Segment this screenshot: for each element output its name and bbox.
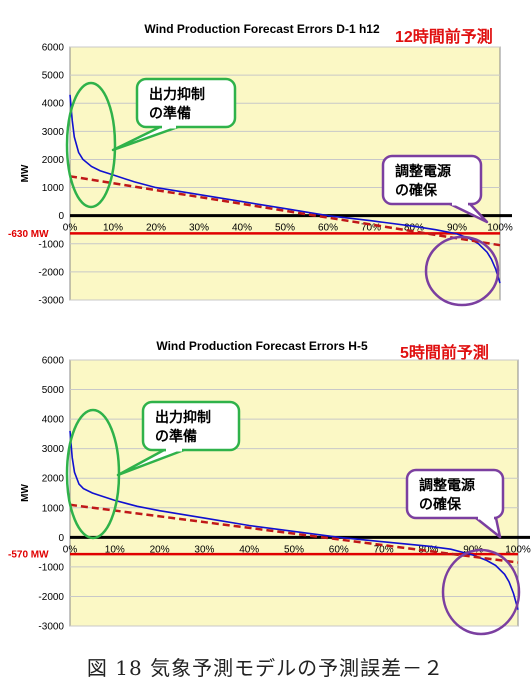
series-error-curve [69, 94, 501, 284]
x-tick-label: 10% [103, 223, 123, 234]
y-tick-label: 4000 [42, 99, 65, 110]
x-tick-label: 80% [404, 223, 424, 234]
callout-line-1: 出力抑制 [155, 409, 211, 425]
y-tick-label: -3000 [38, 622, 64, 633]
x-tick-label: 100% [505, 544, 531, 555]
reserve-highlight-ellipse [441, 548, 521, 636]
chart-subtitle: 12時間前予測 [395, 27, 493, 46]
x-tick-label: 20% [146, 223, 166, 234]
x-tick-label: 60% [329, 544, 349, 555]
reserve-highlight-ellipse [424, 235, 500, 307]
threshold-label: -630 MW [8, 229, 49, 240]
callout-line-2: の確保 [419, 496, 462, 512]
callout-box [405, 468, 505, 520]
x-tick-label: 100% [487, 223, 513, 234]
chart-d1-h12: Wind Production Forecast Errors D-1 h12 1… [8, 22, 513, 307]
x-tick-label: 10% [105, 544, 125, 555]
chart-h5: Wind Production Forecast Errors H-5 5時間前予… [8, 339, 531, 636]
x-tick-label: 0% [63, 223, 78, 234]
figure-caption: 図 18 気象予測モデルの予測誤差－２ [86, 656, 445, 680]
y-tick-label: 2000 [42, 474, 65, 485]
x-tick-label: 70% [374, 544, 394, 555]
callout-line-2: の確保 [395, 182, 438, 198]
y-tick-label: 3000 [42, 444, 65, 455]
x-tick-label: 60% [318, 223, 338, 234]
x-tick-label: 90% [447, 223, 467, 234]
y-tick-label: 1000 [42, 183, 65, 194]
series-error-curve [69, 430, 519, 610]
series-trend-line [69, 503, 519, 564]
x-tick-label: 30% [189, 223, 209, 234]
y-tick-label: -3000 [38, 296, 64, 307]
x-tick-label: 30% [194, 544, 214, 555]
y-tick-label: 0 [58, 533, 64, 544]
y-tick-label: 4000 [42, 415, 65, 426]
y-tick-label: 5000 [42, 385, 65, 396]
chart-subtitle: 5時間前予測 [400, 343, 489, 362]
threshold-label: -570 MW [8, 550, 49, 561]
callout-box [381, 154, 483, 206]
y-tick-label: 5000 [42, 71, 65, 82]
callout-line-2: の準備 [155, 428, 197, 444]
callout-line-2: の準備 [149, 105, 191, 121]
x-tick-label: 40% [232, 223, 252, 234]
y-tick-label: -2000 [38, 267, 64, 278]
chart-title: Wind Production Forecast Errors D-1 h12 [144, 22, 380, 36]
x-tick-label: 70% [361, 223, 381, 234]
y-tick-label: 6000 [42, 356, 65, 367]
y-tick-label: 3000 [42, 127, 65, 138]
callout-box [141, 400, 241, 452]
y-tick-label: 0 [58, 211, 64, 222]
callout-line-1: 出力抑制 [149, 86, 205, 102]
y-tick-label: 6000 [42, 43, 65, 54]
series-trend-line [69, 175, 501, 247]
y-axis-label: MW [20, 164, 31, 182]
y-tick-label: -1000 [38, 239, 64, 250]
x-tick-label: 0% [63, 544, 78, 555]
x-tick-label: 50% [275, 223, 295, 234]
callout-box [135, 77, 237, 129]
curtailment-highlight-ellipse [65, 81, 117, 209]
callout-line-1: 調整電源 [395, 163, 451, 179]
y-tick-label: 2000 [42, 155, 65, 166]
chart-title: Wind Production Forecast Errors H-5 [156, 339, 368, 353]
x-tick-label: 40% [239, 544, 259, 555]
callout-line-1: 調整電源 [419, 477, 475, 493]
y-axis-label: MW [20, 484, 31, 502]
y-tick-label: -2000 [38, 592, 64, 603]
y-tick-label: 1000 [42, 503, 65, 514]
x-tick-label: 20% [150, 544, 170, 555]
y-tick-label: -1000 [38, 562, 64, 573]
x-tick-label: 50% [284, 544, 304, 555]
x-tick-label: 80% [418, 544, 438, 555]
